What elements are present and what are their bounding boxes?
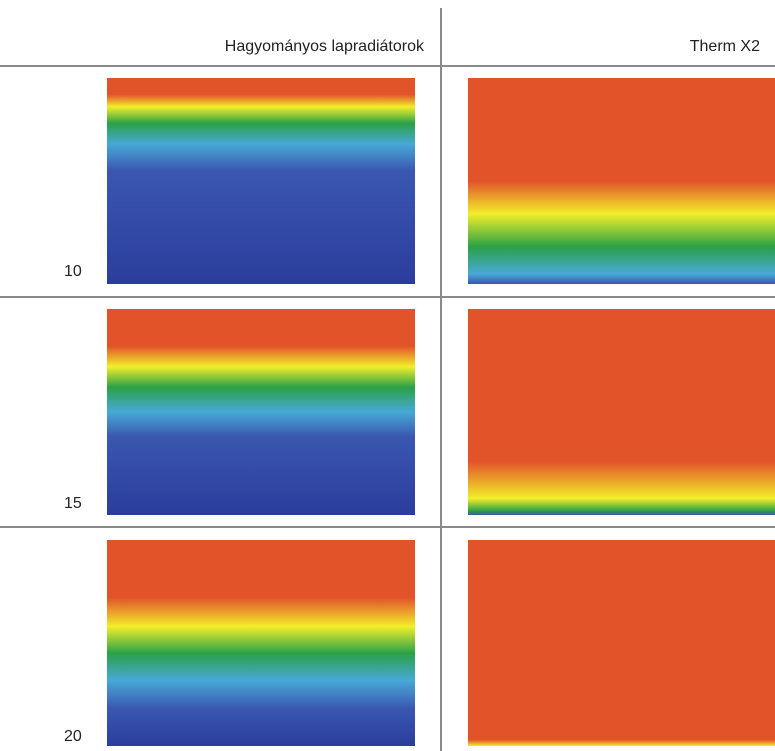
thermal-image xyxy=(107,78,415,284)
row-label: 10 xyxy=(64,263,82,280)
thermal-image xyxy=(107,540,415,746)
thermal-image xyxy=(468,309,775,515)
thermal-image xyxy=(468,540,775,746)
thermal-image xyxy=(107,309,415,515)
column-header: Therm X2 xyxy=(690,38,760,55)
column-header: Hagyományos lapradiátorok xyxy=(225,38,425,55)
thermal-image xyxy=(468,78,775,284)
row-label: 20 xyxy=(64,728,82,745)
row-label: 15 xyxy=(64,495,82,512)
